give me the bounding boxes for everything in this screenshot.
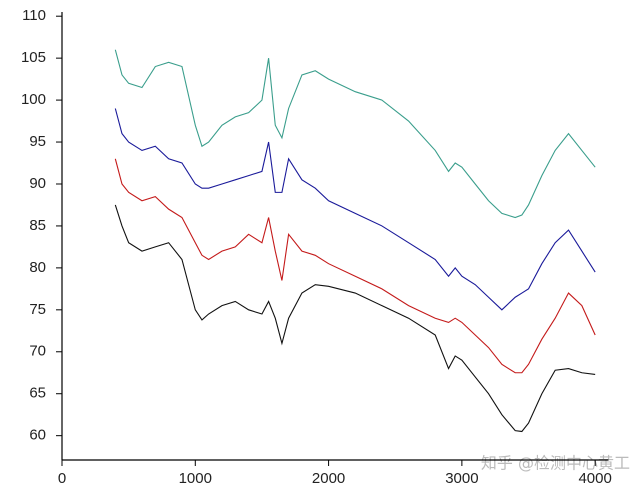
x-tick-label: 4000 xyxy=(578,470,611,487)
spectrum-line xyxy=(114,108,596,311)
y-tick-label: 105 xyxy=(21,49,46,66)
x-tick-label: 2000 xyxy=(312,470,345,487)
y-tick-label: 65 xyxy=(29,385,46,402)
y-tick-label: 110 xyxy=(22,7,46,24)
watermark: 知乎 @检测中心黄工 xyxy=(481,454,630,473)
spectrum-line xyxy=(114,158,596,374)
x-tick-label: 3000 xyxy=(445,470,478,487)
y-tick-label: 95 xyxy=(29,133,46,150)
y-tick-label: 75 xyxy=(29,301,46,318)
spectrum-line xyxy=(114,49,596,219)
y-tick-label: 90 xyxy=(29,175,46,192)
x-tick-label: 0 xyxy=(58,470,66,487)
y-tick-label: 85 xyxy=(29,217,46,234)
spectrum-line xyxy=(114,204,596,433)
y-tick-label: 60 xyxy=(29,427,46,444)
y-tick-label: 100 xyxy=(21,91,46,108)
x-tick-label: 1000 xyxy=(179,470,212,487)
y-tick-label: 80 xyxy=(29,259,46,276)
y-tick-label: 70 xyxy=(29,343,46,360)
